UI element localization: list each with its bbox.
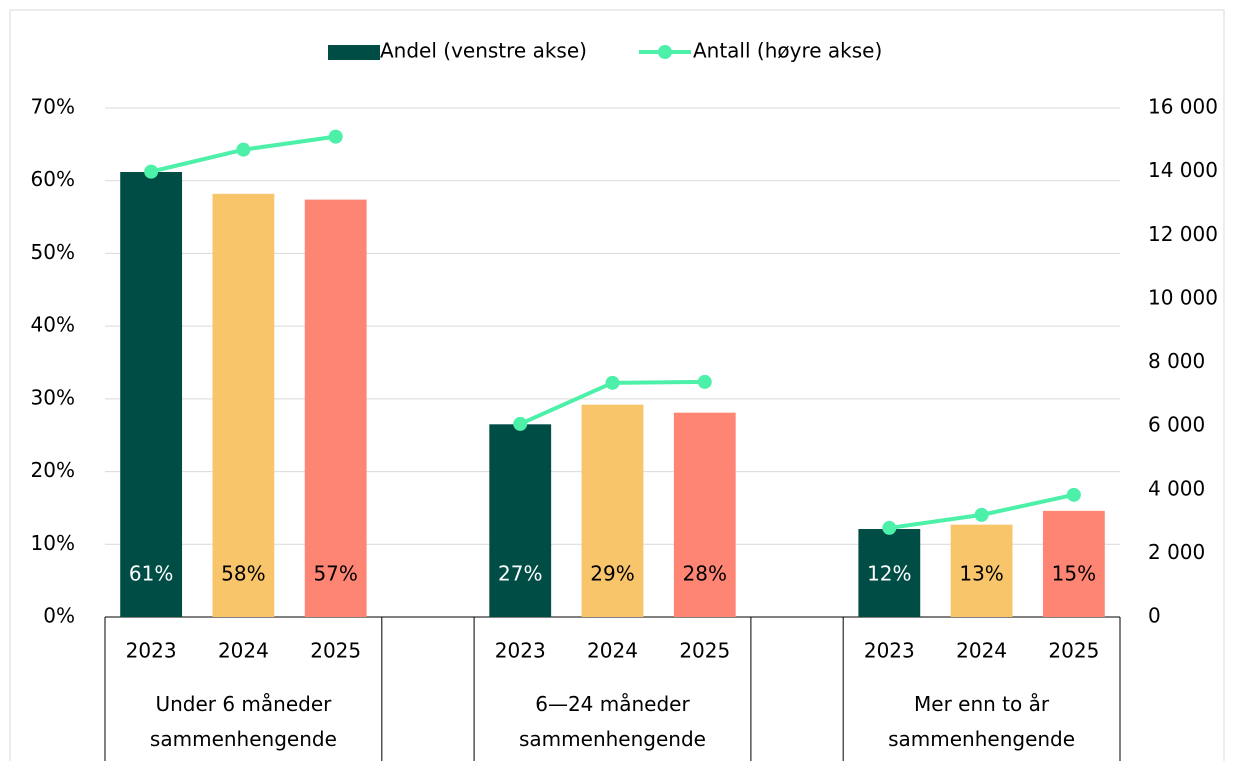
line-marker bbox=[328, 129, 343, 144]
y2-tick-label: 4 000 bbox=[1148, 476, 1205, 500]
bar bbox=[673, 412, 736, 617]
legend-swatch bbox=[657, 45, 672, 59]
y-tick-label: 70% bbox=[31, 95, 75, 119]
frame bbox=[9, 9, 1225, 761]
y2-tick-label: 8 000 bbox=[1148, 349, 1205, 373]
y-tick-label: 50% bbox=[31, 240, 75, 264]
data-label: 57% bbox=[313, 562, 357, 586]
y-tick-label: 40% bbox=[31, 313, 75, 337]
legend-swatch bbox=[328, 45, 380, 60]
y-tick-label: 60% bbox=[31, 167, 75, 191]
y2-tick-label: 12 000 bbox=[1148, 222, 1218, 246]
line-marker bbox=[236, 142, 251, 157]
bar bbox=[858, 529, 921, 617]
legend-label: Andel (venstre akse) bbox=[380, 39, 587, 63]
y2-tick-label: 14 000 bbox=[1148, 158, 1218, 182]
y2-tick-label: 0 bbox=[1148, 604, 1161, 628]
bar bbox=[581, 404, 644, 617]
x-tick-label: 2024 bbox=[587, 639, 638, 663]
data-label: 28% bbox=[683, 562, 727, 586]
bar bbox=[212, 193, 275, 617]
legend-label: Antall (høyre akse) bbox=[693, 39, 882, 63]
y2-tick-label: 2 000 bbox=[1148, 540, 1205, 564]
data-label: 29% bbox=[590, 562, 634, 586]
x-tick-label: 2023 bbox=[495, 639, 546, 663]
bar bbox=[489, 424, 552, 617]
y2-tick-label: 6 000 bbox=[1148, 413, 1205, 437]
y2-tick-label: 10 000 bbox=[1148, 285, 1218, 309]
line-marker bbox=[605, 375, 620, 390]
data-label: 61% bbox=[129, 562, 173, 586]
line-marker bbox=[144, 164, 159, 179]
data-label: 15% bbox=[1052, 562, 1096, 586]
bar bbox=[950, 524, 1013, 617]
data-label: 58% bbox=[221, 562, 265, 586]
x-tick-label: 2024 bbox=[218, 639, 269, 663]
data-label: 27% bbox=[498, 562, 542, 586]
x-tick-label: 2023 bbox=[864, 639, 915, 663]
line-marker bbox=[882, 520, 897, 535]
group-label: 6—24 måneder sammenhengende bbox=[519, 692, 706, 751]
x-tick-label: 2023 bbox=[126, 639, 177, 663]
bar bbox=[120, 171, 183, 617]
y-tick-label: 0% bbox=[43, 604, 75, 628]
y2-tick-label: 16 000 bbox=[1148, 95, 1218, 119]
data-label: 12% bbox=[867, 562, 911, 586]
line-marker bbox=[697, 374, 712, 389]
line-marker bbox=[1066, 487, 1081, 502]
x-tick-label: 2024 bbox=[956, 639, 1007, 663]
y-tick-label: 20% bbox=[31, 458, 75, 482]
y-tick-label: 10% bbox=[31, 531, 75, 555]
line-marker bbox=[974, 507, 989, 522]
group-label: Under 6 måneder sammenhengende bbox=[149, 692, 337, 751]
x-tick-label: 2025 bbox=[310, 639, 361, 663]
group-label: Mer enn to år sammenhengende bbox=[888, 692, 1076, 751]
bar bbox=[1042, 510, 1105, 617]
x-tick-label: 2025 bbox=[679, 639, 730, 663]
x-tick-label: 2025 bbox=[1048, 639, 1099, 663]
line-marker bbox=[513, 416, 528, 431]
data-label: 13% bbox=[959, 562, 1003, 586]
y-tick-label: 30% bbox=[31, 385, 75, 409]
bar bbox=[304, 199, 367, 617]
